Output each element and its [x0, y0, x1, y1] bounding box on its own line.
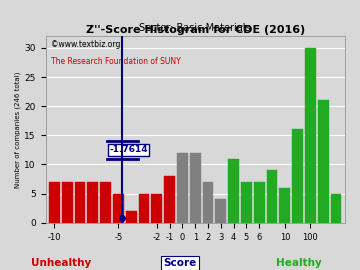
Bar [87, 182, 98, 223]
Text: ©www.textbiz.org: ©www.textbiz.org [51, 40, 121, 49]
Bar [215, 200, 226, 223]
Bar [139, 194, 149, 223]
Bar [267, 170, 278, 223]
Bar [126, 211, 137, 223]
Bar [254, 182, 265, 223]
Title: Z''-Score Histogram for CDE (2016): Z''-Score Histogram for CDE (2016) [86, 25, 305, 35]
Bar [279, 188, 290, 223]
Bar [164, 176, 175, 223]
Text: The Research Foundation of SUNY: The Research Foundation of SUNY [51, 57, 181, 66]
Text: Healthy: Healthy [276, 258, 322, 268]
Bar [203, 182, 213, 223]
Text: -1.7614: -1.7614 [109, 146, 148, 154]
Bar [62, 182, 73, 223]
Text: Unhealthy: Unhealthy [31, 258, 91, 268]
Bar [330, 194, 342, 223]
Bar [241, 182, 252, 223]
Bar [190, 153, 201, 223]
Bar [228, 159, 239, 223]
Bar [305, 48, 316, 223]
Bar [113, 194, 124, 223]
Bar [152, 194, 162, 223]
Bar [292, 130, 303, 223]
Y-axis label: Number of companies (246 total): Number of companies (246 total) [15, 71, 22, 188]
Bar [49, 182, 60, 223]
Text: Sector: Basic Materials: Sector: Basic Materials [139, 23, 251, 33]
Bar [100, 182, 111, 223]
Bar [75, 182, 85, 223]
Bar [177, 153, 188, 223]
Bar [318, 100, 329, 223]
Text: Score: Score [163, 258, 197, 268]
